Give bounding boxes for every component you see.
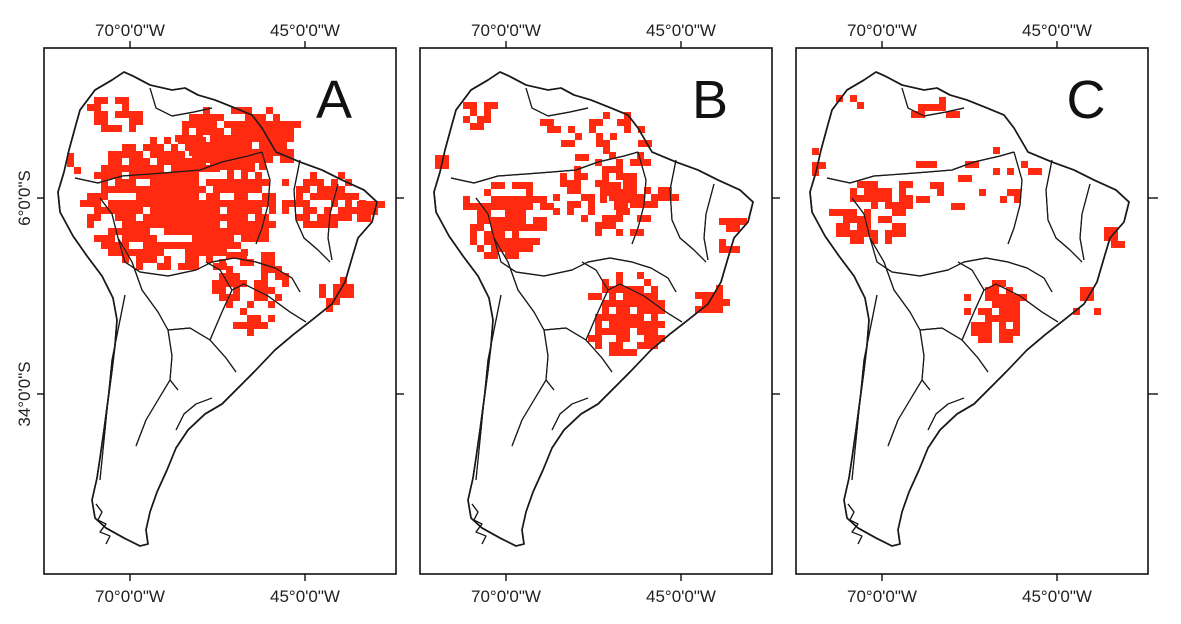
presence-cell — [280, 149, 287, 156]
presence-cell — [273, 114, 280, 121]
south-america-map — [809, 71, 1130, 547]
top-tick-label: 45°0'0"W — [646, 21, 716, 40]
presence-cell — [702, 306, 709, 313]
presence-cell — [273, 121, 287, 128]
bottom-tick-label: 70°0'0"W — [95, 587, 165, 606]
presence-cell — [287, 149, 294, 156]
presence-cell — [340, 284, 347, 291]
presence-cell — [287, 121, 301, 128]
presence-cell — [726, 246, 740, 253]
panel-letter: B — [692, 70, 728, 130]
presence-cell — [836, 95, 843, 102]
bottom-tick-label: 70°0'0"W — [471, 587, 541, 606]
panel-frame — [419, 47, 773, 575]
top-tick-label: 70°0'0"W — [95, 21, 165, 40]
presence-cell — [287, 128, 294, 135]
presence-cell — [347, 291, 354, 298]
south-america-map — [433, 71, 754, 547]
bottom-tick-label: 45°0'0"W — [270, 587, 340, 606]
presence-cell — [326, 305, 333, 312]
map-panel-c: C 70°0'0"W 45°0'0"W 70°0'0"W 45°0'0"W — [795, 21, 1158, 606]
top-tick-label: 45°0'0"W — [270, 21, 340, 40]
presence-cell — [716, 285, 723, 292]
left-tick-label: 6°0'0"S — [15, 170, 34, 226]
presence-cell — [340, 291, 347, 298]
presence-cell — [1087, 294, 1094, 301]
presence-cell — [273, 142, 280, 149]
top-tick-label: 70°0'0"W — [471, 21, 541, 40]
panels-root: A 70°0'0"W 45°0'0"W 70°0'0"W 45°0'0"W 6°0'0"S… — [15, 21, 1158, 606]
presence-cell — [280, 142, 287, 149]
presence-cell — [266, 135, 273, 142]
presence-cell — [266, 121, 273, 128]
presence-cell — [252, 114, 266, 121]
top-tick-label: 70°0'0"W — [847, 21, 917, 40]
presence-cell — [435, 155, 449, 162]
presence-cell — [333, 298, 340, 305]
map-panel-b: B 70°0'0"W 45°0'0"W 70°0'0"W 45°0'0"W — [419, 21, 780, 606]
presence-cell — [347, 284, 354, 291]
presence-cell — [1094, 308, 1101, 315]
south-america-map — [57, 71, 385, 547]
top-tick-label: 45°0'0"W — [1022, 21, 1092, 40]
presence-cell — [709, 292, 723, 299]
presence-cell — [812, 148, 819, 155]
presence-cell — [1111, 241, 1125, 248]
presence-cell — [273, 135, 280, 142]
presence-cell — [716, 299, 730, 306]
map-panel-a: A 70°0'0"W 45°0'0"W 70°0'0"W 45°0'0"W 6°0'0"S… — [15, 21, 404, 606]
presence-cell — [709, 306, 723, 313]
bottom-tick-label: 45°0'0"W — [1022, 587, 1092, 606]
panel-frame — [43, 47, 397, 575]
presence-cell — [638, 126, 645, 133]
presence-cell — [266, 107, 273, 114]
bottom-tick-label: 45°0'0"W — [646, 587, 716, 606]
presence-cell — [287, 135, 294, 142]
panel-letter: A — [316, 70, 352, 130]
presence-cell — [371, 201, 385, 208]
presence-cell — [280, 128, 287, 135]
presence-cell — [245, 107, 252, 114]
presence-cell — [338, 172, 345, 179]
left-tick-label: 34°0'0"S — [15, 361, 34, 426]
border-overlay — [809, 71, 1130, 547]
panel-letter: C — [1067, 70, 1106, 130]
bottom-tick-label: 70°0'0"W — [847, 587, 917, 606]
panel-frame — [795, 47, 1149, 575]
presence-cell — [1073, 308, 1080, 315]
